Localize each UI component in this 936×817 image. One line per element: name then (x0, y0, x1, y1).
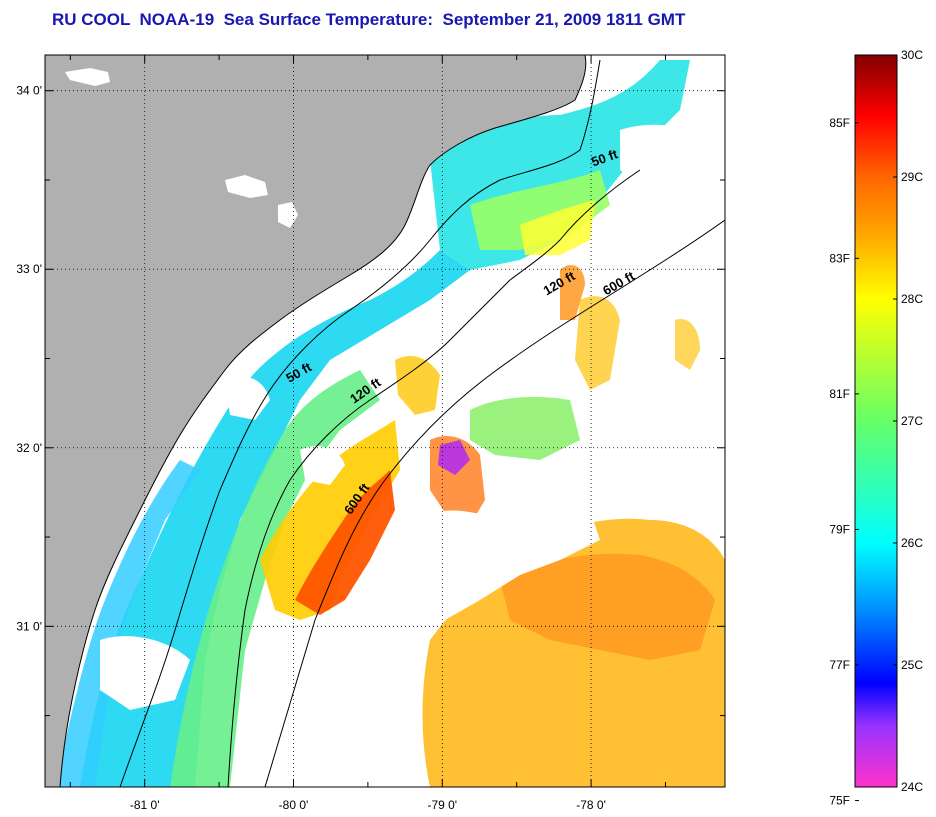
contour-50ft (119, 59, 601, 787)
sst-patch-ne-orange (575, 296, 620, 390)
lake-3 (278, 202, 298, 228)
contour-120ft (227, 169, 641, 787)
lon-tick-label: -79 0' (427, 798, 457, 812)
colorbar-celsius-label: 28C (901, 292, 923, 306)
colorbar: 30C 29C 28C 27C 26C 25C 24C 85F 83F 81F 79F 77F 75F (829, 48, 923, 808)
land-mass (45, 55, 586, 787)
sst-patch-shelf-yellow (260, 420, 400, 620)
sst-patch-mid-green (470, 397, 580, 460)
colorbar-celsius-label: 27C (901, 414, 923, 428)
colorbar-fahrenheit-label: 79F (829, 522, 850, 536)
sst-field (55, 60, 725, 787)
colorbar-fahrenheit-label: 77F (829, 658, 850, 672)
map-title: RU COOL NOAA-19 Sea Surface Temperature:… (52, 10, 686, 29)
lake-2 (225, 175, 268, 198)
colorbar-fahrenheit-label: 75F (829, 794, 850, 808)
colorbar-celsius-label: 30C (901, 48, 923, 62)
axis-ticks: -81 0' -80 0' -79 0' -78 0' 34 0' 33 0' 32 0' 3… (16, 55, 725, 812)
cloud-patch-north (475, 286, 560, 350)
sst-patch-longbay-yellow (520, 200, 595, 255)
colorbar-celsius-label: 29C (901, 170, 923, 184)
lon-tick-label: -80 0' (279, 798, 309, 812)
map-frame (44, 54, 726, 788)
colorbar-fahrenheit-label: 85F (829, 116, 850, 130)
contour-600ft (264, 219, 725, 787)
colorbar-labels: 30C 29C 28C 27C 26C 25C 24C 85F 83F 81F 79F 77F 75F (829, 48, 923, 808)
colorbar-fahrenheit-label: 81F (829, 387, 850, 401)
lat-tick-label: 32 0' (16, 441, 42, 455)
sst-patch-shelf-orange (295, 470, 395, 615)
sst-patch-coastal-green (170, 370, 380, 787)
sst-patch-eddy-purple (438, 440, 470, 475)
sst-patch-mid-yellow (395, 355, 440, 415)
coastline (59, 55, 587, 787)
colorbar-fahrenheit-label: 83F (829, 251, 850, 265)
sst-patch-ne-small (675, 319, 700, 370)
colorbar-celsius-label: 24C (901, 780, 923, 794)
cloud-patch-ne (620, 124, 725, 210)
lat-tick-label: 31 0' (16, 619, 42, 633)
colorbar-strip (855, 55, 897, 787)
colorbar-celsius-label: 25C (901, 658, 923, 672)
sst-patch-offshore-deep (500, 553, 715, 660)
cloud-patch-coastal3 (300, 445, 345, 485)
lon-tick-label: -78 0' (576, 798, 606, 812)
graticule (45, 55, 725, 787)
lake-1 (65, 68, 110, 86)
lat-tick-label: 33 0' (16, 262, 42, 276)
lon-tick-label: -81 0' (130, 798, 160, 812)
colorbar-celsius-label: 26C (901, 536, 923, 550)
sst-patch-ne-orange2 (560, 265, 585, 320)
lat-tick-label: 34 0' (16, 84, 42, 98)
cloud-patch-mid (420, 510, 600, 620)
sst-patch-nearshore (55, 460, 200, 787)
